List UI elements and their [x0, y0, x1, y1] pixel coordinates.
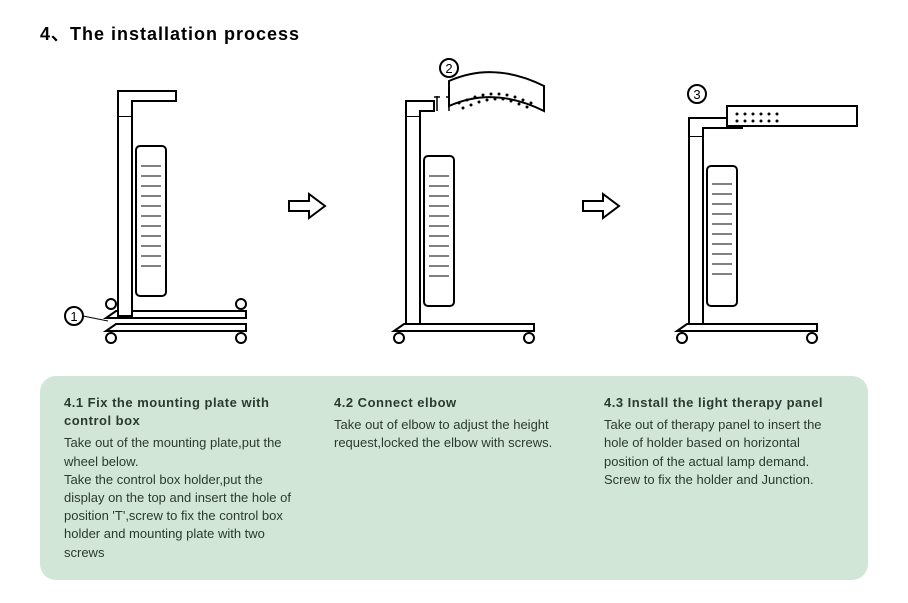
step-2-body: Take out of elbow to adjust the height r… [334, 416, 574, 452]
instruction-col-3: 4.3 Install the light therapy panel Take… [604, 394, 844, 562]
step-3-body: Take out of therapy panel to insert the … [604, 416, 844, 489]
instruction-col-2: 4.2 Connect elbow Take out of elbow to a… [334, 394, 574, 562]
instructions-panel: 4.1 Fix the mounting plate with control … [40, 376, 868, 580]
step-1-body: Take out of the mounting plate,put the w… [64, 434, 304, 561]
diagram-row: 1 [40, 56, 868, 356]
callout-3-label: 3 [694, 87, 701, 102]
diagram-step-2: 2 [339, 56, 569, 356]
step-2-title: 4.2 Connect elbow [334, 394, 574, 412]
step-3-title: 4.3 Install the light therapy panel [604, 394, 844, 412]
arrow-icon [287, 191, 327, 221]
section-title: 4、The installation process [40, 20, 868, 46]
callout-1-label: 1 [70, 309, 77, 324]
step-1-title: 4.1 Fix the mounting plate with control … [64, 394, 304, 430]
callout-2-label: 2 [445, 61, 452, 76]
arrow-icon [581, 191, 621, 221]
diagram-step-3: 3 [632, 56, 862, 356]
diagram-step-1: 1 [46, 56, 276, 356]
instruction-col-1: 4.1 Fix the mounting plate with control … [64, 394, 304, 562]
